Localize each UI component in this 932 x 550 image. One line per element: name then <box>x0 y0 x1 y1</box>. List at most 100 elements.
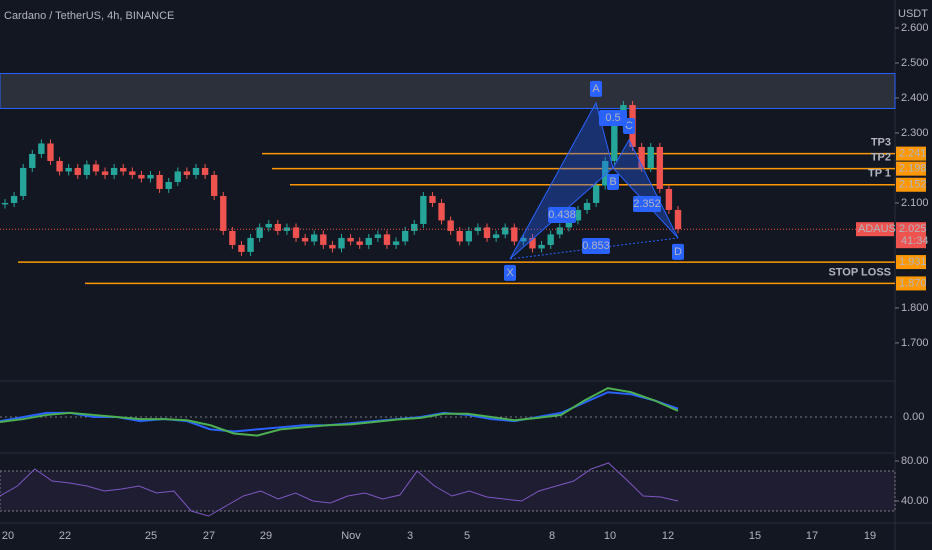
candle <box>574 209 582 221</box>
ratio-bg <box>582 238 610 254</box>
ratio-label: 0.5 <box>605 112 620 124</box>
candle <box>447 220 454 231</box>
candle <box>520 237 527 242</box>
ratio-label: 0.853 <box>582 240 610 252</box>
point-label: A <box>592 83 600 95</box>
price-label-bg <box>896 255 926 270</box>
candle <box>565 220 573 228</box>
candle <box>256 227 263 238</box>
price-label: 1.870 <box>899 277 927 289</box>
candle <box>238 244 245 252</box>
candle <box>138 174 145 179</box>
countdown: 41:34 <box>901 235 929 247</box>
ratio-bg <box>548 207 576 223</box>
candle <box>147 174 154 179</box>
candle <box>429 195 436 203</box>
candle <box>92 164 100 172</box>
candle <box>83 164 91 175</box>
rsi-line <box>0 462 679 517</box>
point-label: D <box>674 246 682 258</box>
candle <box>38 143 45 154</box>
candle <box>156 174 163 189</box>
candle <box>411 223 418 231</box>
candle <box>465 230 473 242</box>
candle <box>110 167 118 175</box>
x-tick-label: 17 <box>806 530 818 542</box>
candle <box>320 234 327 245</box>
candle <box>592 185 600 203</box>
candle <box>274 223 282 231</box>
candle <box>365 237 372 245</box>
candle <box>65 167 72 172</box>
candle <box>229 230 236 245</box>
candle <box>101 171 109 175</box>
symbol-bg <box>856 222 894 237</box>
point-label: X <box>506 267 514 279</box>
candle <box>511 227 518 242</box>
price-label: 1.931 <box>899 256 927 268</box>
point-bg <box>607 173 619 190</box>
ratio-label: 0.438 <box>548 209 576 221</box>
y-tick-label: 2.100 <box>901 197 929 209</box>
candle <box>647 146 654 168</box>
candle <box>265 223 272 228</box>
y-tick-label: 1.700 <box>901 337 929 349</box>
candle <box>547 234 554 245</box>
x-tick-label: 22 <box>59 530 71 542</box>
candle <box>120 167 127 172</box>
candle <box>456 230 463 242</box>
candle <box>401 230 409 242</box>
x-tick-label: 10 <box>604 530 616 542</box>
candle <box>220 195 227 231</box>
price-label-bg <box>896 146 926 161</box>
candle <box>502 227 509 235</box>
candle <box>392 241 400 245</box>
candle <box>538 244 545 249</box>
last-label: 2.025 <box>899 223 927 235</box>
candle <box>529 237 536 249</box>
candle <box>492 234 500 238</box>
candle <box>10 195 18 203</box>
candle <box>174 171 181 182</box>
candle <box>665 188 673 210</box>
ratio-bg <box>599 110 627 126</box>
candle <box>192 167 200 175</box>
y-tick-label: 2.600 <box>901 22 929 34</box>
candle <box>311 234 318 242</box>
currency: USDT <box>898 8 928 20</box>
point-label: B <box>609 176 616 188</box>
candle <box>556 227 563 235</box>
zone <box>0 72 896 109</box>
candle <box>56 160 63 172</box>
level-name: TP3 <box>871 137 891 149</box>
candle <box>356 241 363 245</box>
candle <box>47 143 54 161</box>
price-label: 2.241 <box>899 148 927 160</box>
level-name: STOP LOSS <box>828 266 891 278</box>
x-tick-label: 19 <box>864 530 876 542</box>
x-tick-label: 29 <box>260 530 272 542</box>
macd-tick-label: 0.00 <box>903 411 924 423</box>
candle <box>29 153 36 168</box>
candle <box>247 237 254 252</box>
price-label-bg <box>896 177 926 192</box>
candle <box>483 227 491 238</box>
ratio-label: 2.352 <box>633 198 661 210</box>
candle <box>183 171 191 175</box>
point-label: C <box>625 120 633 132</box>
candle <box>283 227 291 231</box>
candle <box>1 202 9 205</box>
candle <box>611 125 618 161</box>
candle <box>20 167 27 196</box>
candle <box>329 244 336 249</box>
y-tick-label: 2.400 <box>901 92 929 104</box>
price-label-bg <box>896 161 926 176</box>
candle <box>674 209 682 230</box>
candle <box>583 202 591 210</box>
level-name: TP 1 <box>868 168 891 180</box>
x-tick-label: 15 <box>749 530 761 542</box>
candle <box>383 234 391 245</box>
y-tick-label: 2.500 <box>901 57 929 69</box>
